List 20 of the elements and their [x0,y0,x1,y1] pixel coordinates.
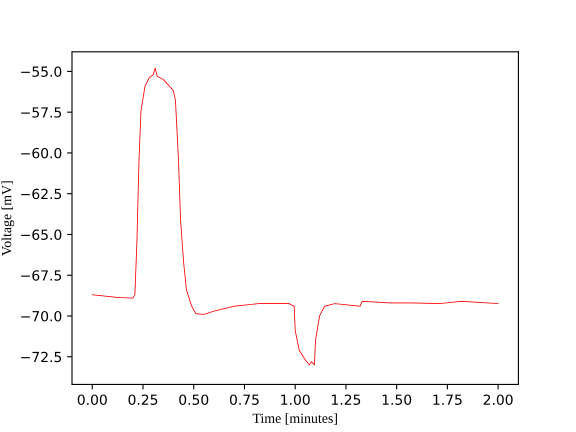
y-tick-label: −72.5 [21,352,62,362]
x-tick-label: 0.25 [128,394,158,405]
y-tick-label: −65.0 [21,229,62,240]
x-tick-label: 1.25 [332,394,360,405]
x-tick-label: 1.75 [433,394,462,405]
x-tick-label: 1.50 [382,394,412,405]
y-tick-label: −70.0 [21,310,62,322]
line-series [92,68,499,366]
y-tick-label: −62.5 [21,188,62,200]
y-tick-label: −55.0 [21,66,62,77]
x-tick-label: 0.50 [179,394,208,405]
y-axis-title: Voltage [mV] [2,181,14,256]
x-tick-label: 2.00 [484,394,513,405]
y-tick-label: −57.5 [21,107,62,118]
y-tick-label: −67.5 [21,270,62,281]
x-tick-label: 0.75 [230,394,259,405]
x-tick-label: 0.00 [78,394,107,405]
y-tick-label: −60.0 [21,148,62,158]
x-axis-title: Time [minutes] [252,413,337,425]
x-tick-label: 1.00 [281,394,310,405]
